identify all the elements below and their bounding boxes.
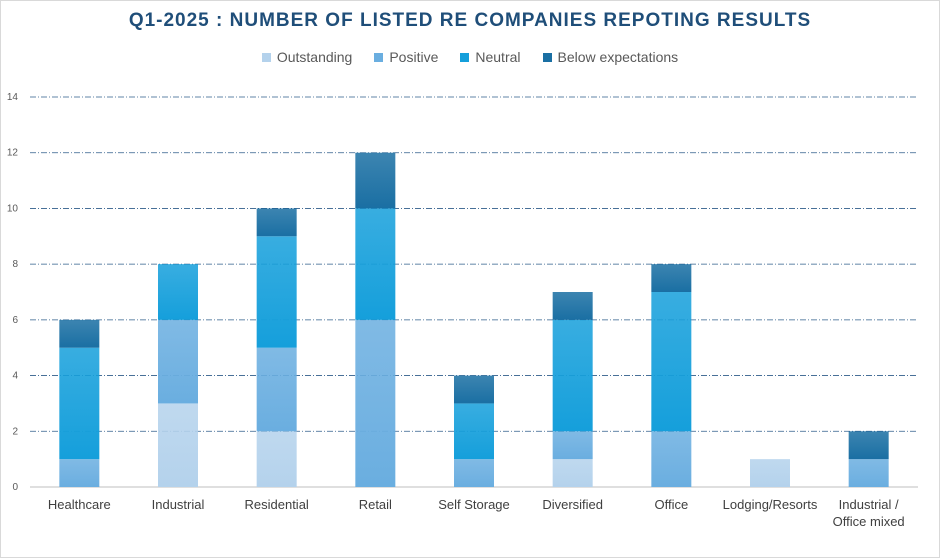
bar-segment xyxy=(848,459,889,487)
y-tick-label: 2 xyxy=(12,426,18,437)
bar-segment xyxy=(355,319,396,487)
x-category-label: Residential xyxy=(245,497,309,512)
bar-segment xyxy=(355,152,396,209)
bar-segment xyxy=(256,431,297,487)
x-category-label-line: Lodging/Resorts xyxy=(723,497,818,512)
x-category-label-line: Industrial / xyxy=(839,497,899,512)
bar-segment xyxy=(552,459,593,487)
bar-segment xyxy=(256,236,297,348)
legend-label: Neutral xyxy=(475,49,521,65)
bar-segment xyxy=(750,459,790,487)
bar-segment xyxy=(59,347,100,460)
x-category-label: Diversified xyxy=(542,497,603,512)
bar-segment xyxy=(552,431,593,460)
bar-segment xyxy=(355,208,396,320)
x-category-label: Industrial / Office mixed xyxy=(833,497,905,529)
y-tick-label: 10 xyxy=(7,203,19,214)
legend-swatch xyxy=(460,52,470,62)
x-category-label-line: Industrial xyxy=(152,497,205,512)
y-tick-label: 6 xyxy=(12,315,18,326)
bar-segment xyxy=(158,403,198,487)
bar-segment xyxy=(59,319,100,348)
legend-label: Below expectations xyxy=(557,49,679,65)
bar-segment xyxy=(651,264,692,292)
legend-swatch xyxy=(261,52,271,62)
bar-segment xyxy=(454,403,494,460)
y-tick-label: 14 xyxy=(7,92,19,103)
bar-segment xyxy=(651,292,692,432)
bar-segment xyxy=(256,208,297,237)
legend-label: Positive xyxy=(389,49,439,65)
y-tick-label: 12 xyxy=(7,148,19,159)
bar-segment xyxy=(651,431,692,487)
legend-swatch xyxy=(374,52,384,62)
legend-label: Outstanding xyxy=(276,49,353,65)
bar-segment xyxy=(848,431,889,460)
legend: Outstanding Positive Neutral Below expectat… xyxy=(0,49,940,65)
bar-segment xyxy=(454,459,494,487)
bar-segment xyxy=(59,459,100,487)
x-category-label-line: Healthcare xyxy=(48,497,111,512)
y-tick-label: 8 xyxy=(12,259,18,270)
y-tick-label: 4 xyxy=(12,371,18,382)
legend-item: Neutral xyxy=(460,49,521,65)
x-category-label-line: Residential xyxy=(245,497,309,512)
x-category-label: Office xyxy=(654,497,688,512)
legend-swatch xyxy=(542,52,552,62)
bar-segment xyxy=(158,319,198,404)
bar-segment xyxy=(552,319,593,432)
x-category-label-line: Office xyxy=(654,497,688,512)
x-category-label: Lodging/Resorts xyxy=(723,497,818,512)
legend-item: Below expectations xyxy=(542,49,679,65)
x-category-label: Retail xyxy=(359,497,392,512)
legend-item: Positive xyxy=(374,49,438,65)
chart-title: Q1-2025 : NUMBER OF LISTED RE COMPANIES … xyxy=(128,10,812,31)
bar-segment xyxy=(454,375,494,404)
bar-segment xyxy=(552,292,593,320)
x-category-label-line: Office mixed xyxy=(833,514,905,529)
x-category-label-line: Retail xyxy=(359,497,392,512)
x-category-label: Industrial xyxy=(152,497,205,512)
bar-segment xyxy=(158,264,198,320)
y-tick-label: 0 xyxy=(12,482,18,493)
x-category-label: Self Storage xyxy=(438,497,510,512)
x-category-label-line: Self Storage xyxy=(438,497,510,512)
x-category-label-line: Diversified xyxy=(542,497,603,512)
x-category-label: Healthcare xyxy=(48,497,111,512)
legend-item: Outstanding xyxy=(261,49,353,65)
bar-segment xyxy=(256,347,297,432)
